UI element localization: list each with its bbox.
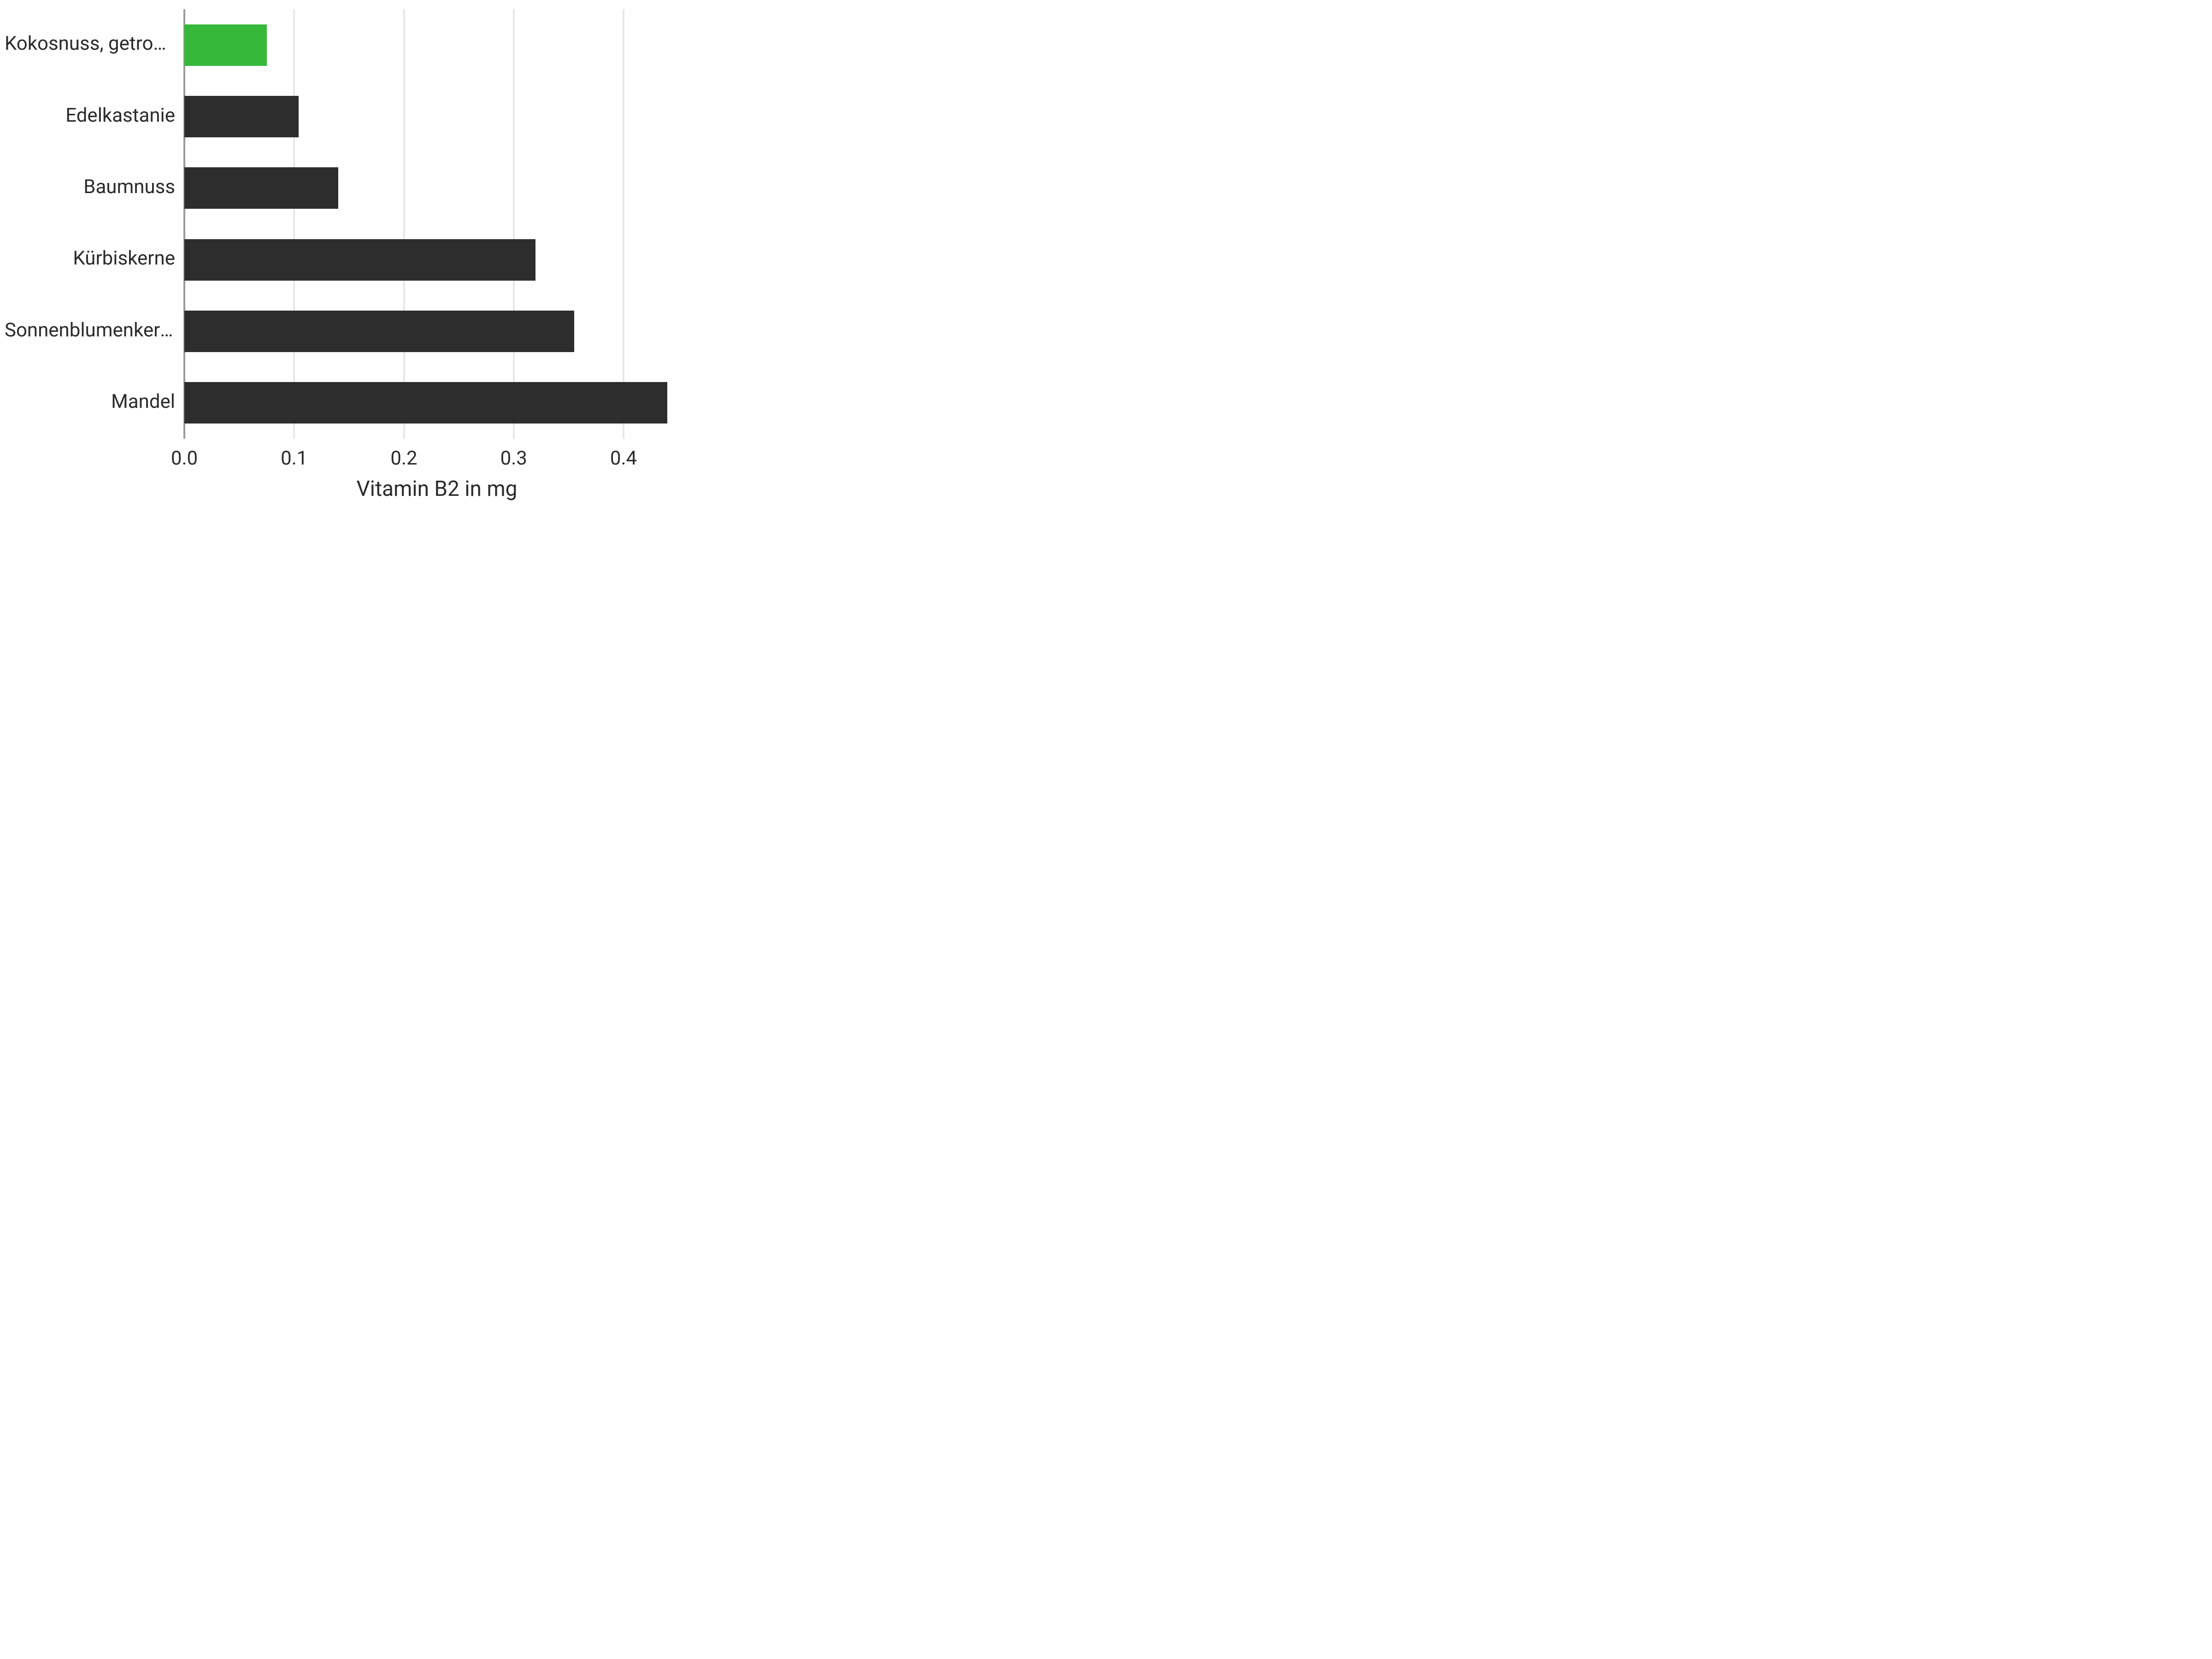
y-tick-label: Baumnuss	[5, 176, 175, 198]
x-tick-label: 0.4	[610, 447, 637, 470]
bar-row	[184, 24, 689, 66]
bar-row	[184, 239, 689, 281]
x-axis-label: Vitamin B2 in mg	[357, 477, 518, 501]
bar-row	[184, 167, 689, 209]
bar	[184, 382, 667, 424]
x-tick-label: 0.0	[171, 447, 198, 470]
bar	[184, 167, 338, 209]
y-tick-label: Edelkastanie	[5, 104, 175, 127]
x-tick-label: 0.2	[390, 447, 417, 470]
y-tick-label: Kürbiskerne	[5, 247, 175, 270]
bar-row	[184, 382, 689, 424]
y-axis-baseline	[183, 9, 185, 439]
plot-area	[184, 9, 689, 439]
y-tick-label: Mandel	[5, 390, 175, 413]
bar	[184, 311, 574, 352]
gridline	[293, 9, 295, 439]
bar-chart: 0.0 0.1 0.2 0.3 0.4 Vitamin B2 in mg Kokosnuss…	[0, 0, 708, 531]
bar-row	[184, 311, 689, 352]
bar	[184, 96, 299, 137]
y-tick-label: Sonnenblumenkerne	[5, 319, 175, 341]
y-tick-label: Kokosnuss, getroc...	[5, 32, 175, 55]
bar	[184, 24, 267, 66]
gridline	[513, 9, 515, 439]
x-tick-label: 0.3	[500, 447, 527, 470]
x-tick-label: 0.1	[281, 447, 307, 470]
bar-row	[184, 96, 689, 137]
bar	[184, 239, 535, 281]
gridline	[623, 9, 624, 439]
gridline	[403, 9, 405, 439]
